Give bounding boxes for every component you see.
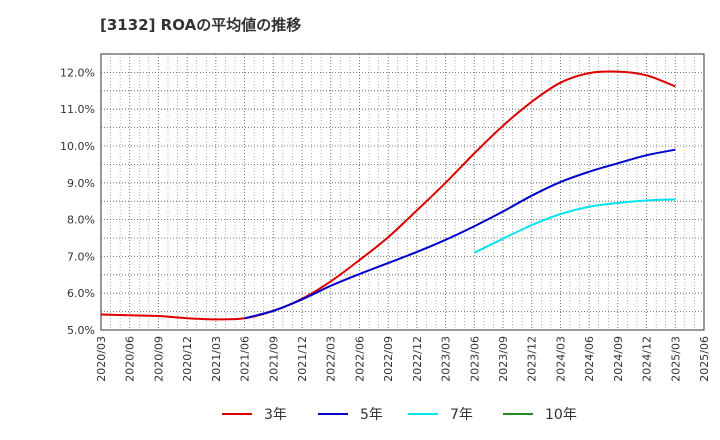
legend-label: 3年 [264,407,287,423]
x-tick-label: 2024/03 [554,336,567,382]
x-axis-ticks: 2020/03 2020/06 2020/09 2020/12 2021/03 2021/… [95,336,711,382]
x-tick-label: 2022/12 [411,336,424,382]
series-layer [100,70,676,321]
x-tick-label: 2021/09 [267,336,280,382]
grid-layer [101,54,704,330]
plot-border [100,53,705,331]
x-tick-label: 2024/12 [641,336,654,382]
y-tick-label: 10.0% [60,140,95,153]
y-tick-label: 9.0% [67,177,95,190]
x-tick-label: 2020/09 [152,336,165,382]
x-tick-label: 2023/12 [526,336,539,382]
series-line-3年 [100,70,676,321]
legend-label: 5年 [360,407,383,423]
x-tick-label: 2020/06 [124,336,137,382]
y-tick-label: 8.0% [67,214,95,227]
x-tick-label: 2021/03 [210,336,223,382]
y-tick-label: 7.0% [67,250,95,263]
y-axis-ticks: 5.0% 6.0% 7.0% 8.0% 9.0% 10.0% 11.0% 12.0% [60,66,95,337]
x-tick-label: 2025/03 [669,336,682,382]
series-line-5年 [244,148,676,320]
series-line-7年 [473,198,676,254]
legend-label: 10年 [545,407,577,423]
x-tick-label: 2023/06 [468,336,481,382]
plot-area [101,54,704,330]
legend-label: 7年 [450,407,473,423]
x-tick-label: 2021/12 [296,336,309,382]
x-tick-label: 2022/09 [382,336,395,382]
x-tick-label: 2025/06 [698,336,711,382]
x-tick-label: 2022/06 [353,336,366,382]
x-tick-label: 2020/03 [95,336,108,382]
x-tick-label: 2023/09 [497,336,510,382]
legend: 3年 5年 7年 10年 [222,407,577,423]
x-tick-label: 2023/03 [440,336,453,382]
x-tick-label: 2021/06 [239,336,252,382]
y-tick-label: 12.0% [60,66,95,79]
chart-title: [3132] ROAの平均値の推移 [100,16,302,34]
y-tick-label: 11.0% [60,103,95,116]
x-tick-label: 2024/06 [583,336,596,382]
y-tick-label: 5.0% [67,324,95,337]
x-tick-label: 2020/12 [181,336,194,382]
x-tick-label: 2024/09 [612,336,625,382]
y-tick-label: 6.0% [67,287,95,300]
x-tick-label: 2022/03 [325,336,338,382]
